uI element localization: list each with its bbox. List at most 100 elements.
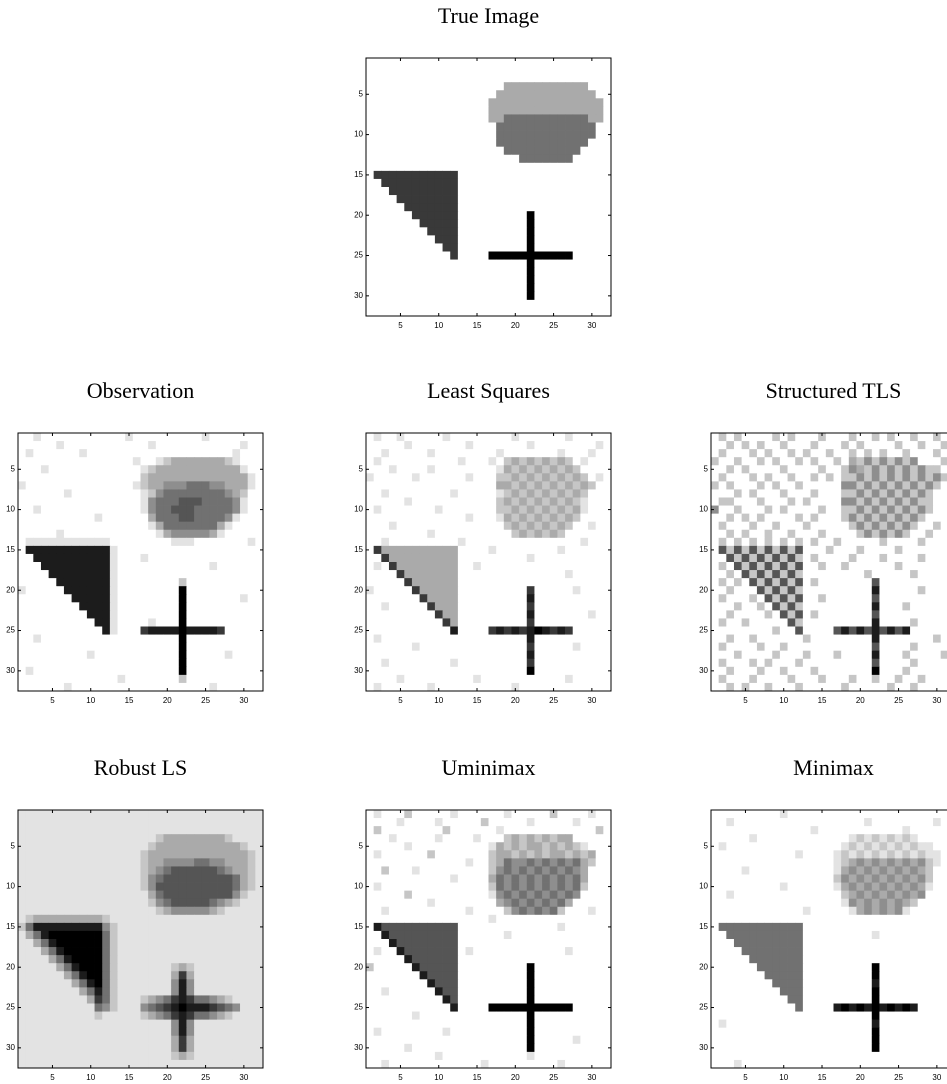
pixel — [511, 537, 520, 547]
pixel — [565, 457, 574, 466]
pixel — [503, 267, 512, 277]
pixel — [171, 906, 180, 916]
pixel — [148, 963, 157, 972]
pixel — [117, 586, 126, 595]
pixel — [163, 513, 172, 523]
pixel — [40, 890, 50, 900]
pixel — [247, 650, 256, 660]
pixel — [503, 211, 512, 220]
pixel — [427, 433, 436, 442]
pixel — [473, 666, 482, 676]
pixel — [396, 170, 405, 180]
pixel — [18, 658, 27, 668]
pixel — [25, 626, 34, 635]
pixel — [102, 626, 111, 635]
pixel — [102, 674, 111, 684]
pixel — [894, 545, 903, 555]
pixel — [366, 513, 375, 523]
pixel — [40, 842, 50, 851]
pixel — [373, 307, 382, 317]
pixel — [595, 251, 604, 260]
pixel — [557, 259, 566, 269]
panel-title: Least Squares — [427, 378, 550, 403]
pixel — [373, 211, 382, 220]
pixel — [887, 545, 896, 555]
pixel — [465, 299, 474, 309]
pixel — [879, 650, 888, 660]
pixel — [480, 146, 489, 156]
pixel — [25, 489, 34, 498]
pixel — [33, 906, 42, 916]
pixel — [94, 537, 103, 547]
pixel — [178, 858, 187, 867]
pixel — [503, 529, 512, 539]
pixel — [247, 906, 256, 916]
pixel — [40, 898, 50, 908]
pixel — [933, 505, 942, 515]
pixel — [772, 529, 781, 539]
pixel — [33, 995, 42, 1004]
pixel — [603, 586, 612, 595]
pixel — [603, 570, 612, 579]
pixel — [542, 195, 551, 204]
pixel — [48, 995, 57, 1004]
pixel — [480, 537, 489, 547]
pixel — [79, 594, 88, 603]
pixel — [572, 130, 581, 140]
pixel — [404, 299, 413, 309]
pixel — [56, 610, 65, 619]
pixel — [580, 219, 589, 228]
pixel — [871, 586, 880, 595]
pixel — [40, 433, 50, 442]
pixel — [33, 810, 42, 819]
pixel — [186, 594, 195, 603]
pixel — [749, 513, 758, 523]
pixel — [419, 299, 428, 309]
pixel — [549, 187, 558, 196]
pixel — [779, 465, 788, 474]
pixel — [132, 874, 141, 883]
pixel — [427, 146, 436, 156]
pixel — [595, 553, 604, 563]
pixel — [496, 666, 505, 676]
pixel — [163, 930, 172, 940]
pixel — [542, 473, 551, 482]
pixel — [232, 433, 241, 442]
pixel — [756, 586, 765, 595]
pixel — [580, 594, 589, 603]
pixel — [503, 106, 512, 115]
pixel — [366, 275, 375, 285]
pixel — [201, 481, 210, 490]
pixel — [940, 473, 947, 482]
pixel — [595, 642, 604, 652]
pixel — [480, 570, 489, 579]
pixel — [240, 618, 249, 627]
pixel — [411, 489, 420, 498]
pixel — [209, 658, 218, 668]
pixel — [163, 682, 172, 692]
pixel — [132, 489, 141, 498]
pixel — [163, 586, 172, 595]
pixel — [595, 114, 604, 123]
pixel — [764, 658, 773, 668]
pixel — [549, 307, 558, 317]
pixel — [764, 489, 773, 498]
pixel — [787, 553, 796, 563]
pixel — [33, 890, 42, 900]
pixel — [511, 138, 520, 148]
pixel — [86, 930, 95, 940]
pixel — [894, 441, 903, 450]
pixel — [588, 251, 597, 260]
pixel — [171, 987, 180, 996]
pixel — [373, 203, 382, 212]
pixel — [419, 291, 428, 301]
pixel — [542, 634, 551, 644]
pixel — [879, 433, 888, 442]
pixel — [871, 497, 880, 506]
pixel — [217, 626, 226, 635]
pixel — [902, 682, 911, 692]
pixel — [802, 658, 811, 668]
pixel — [565, 586, 574, 595]
pixel — [201, 529, 210, 539]
pixel — [94, 898, 103, 908]
